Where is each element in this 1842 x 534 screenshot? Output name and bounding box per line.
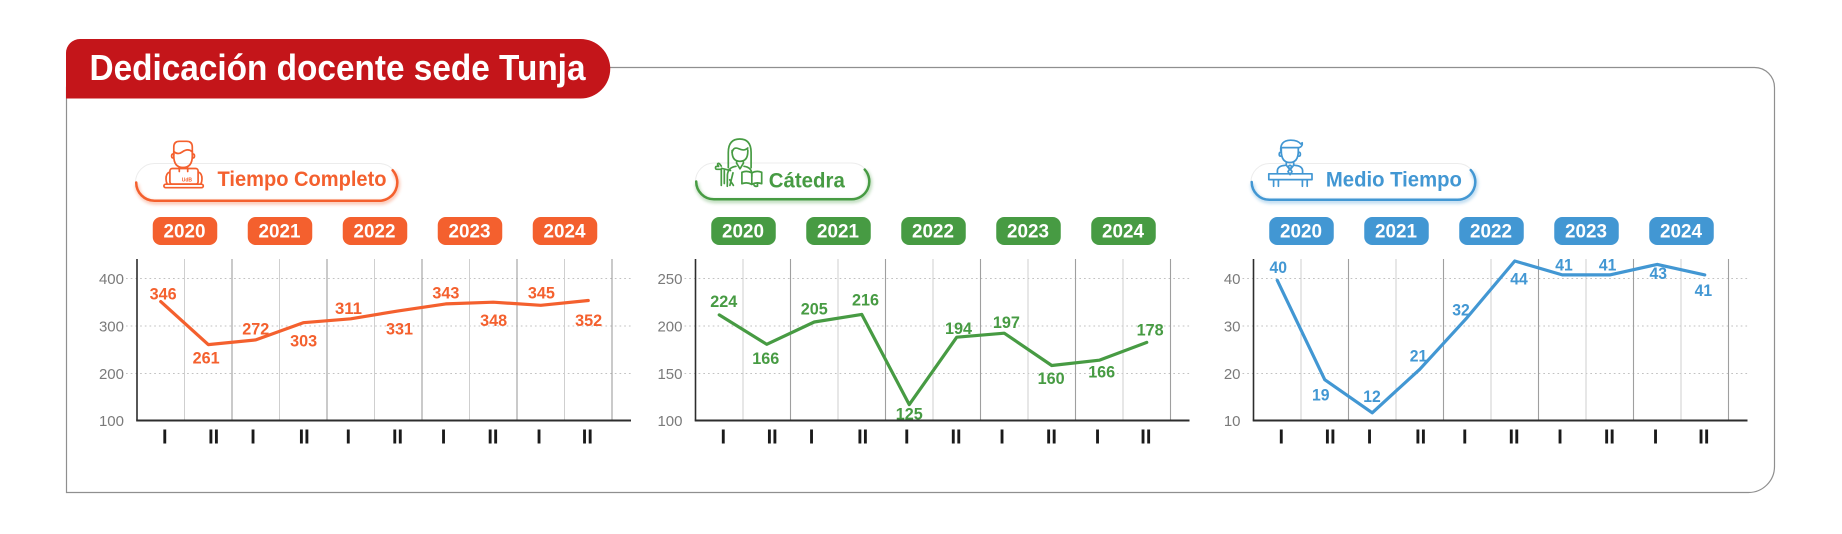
svg-text:2024: 2024 [544,221,586,243]
svg-text:II: II [1140,427,1151,449]
svg-text:150: 150 [657,366,682,383]
svg-text:41: 41 [1555,256,1573,274]
svg-text:348: 348 [480,312,507,330]
svg-text:345: 345 [528,285,555,303]
svg-text:250: 250 [657,271,682,288]
svg-text:II: II [1698,427,1709,449]
svg-text:2022: 2022 [912,221,954,243]
svg-text:2023: 2023 [449,221,491,243]
svg-text:I: I [345,427,351,449]
svg-text:178: 178 [1137,322,1164,340]
svg-text:32: 32 [1452,301,1470,319]
svg-text:II: II [1325,427,1336,449]
svg-text:Cátedra: Cátedra [769,169,845,192]
svg-text:I: I [904,427,910,449]
svg-text:2022: 2022 [354,221,396,243]
svg-text:216: 216 [852,292,879,310]
svg-text:331: 331 [386,321,413,339]
svg-text:II: II [767,427,778,449]
svg-text:I: I [1557,427,1563,449]
svg-text:41: 41 [1695,282,1713,300]
svg-text:205: 205 [801,300,828,318]
svg-text:100: 100 [99,413,124,430]
svg-text:I: I [1653,427,1659,449]
svg-text:12: 12 [1363,388,1381,406]
svg-text:303: 303 [290,333,317,351]
svg-text:352: 352 [575,312,602,330]
svg-text:200: 200 [657,318,682,335]
svg-text:272: 272 [242,321,269,339]
svg-text:10: 10 [1224,413,1241,430]
svg-text:I: I [536,427,542,449]
svg-text:400: 400 [99,271,124,288]
svg-text:300: 300 [99,318,124,335]
svg-text:2020: 2020 [1280,221,1322,243]
svg-text:II: II [1415,427,1426,449]
svg-text:166: 166 [1088,364,1115,382]
svg-text:2020: 2020 [722,221,764,243]
svg-text:I: I [809,427,815,449]
svg-text:2021: 2021 [1375,221,1417,243]
svg-text:Dedicación docente sede Tunja: Dedicación docente sede Tunja [90,47,587,88]
svg-text:II: II [299,427,310,449]
svg-text:41: 41 [1599,256,1617,274]
svg-text:261: 261 [193,350,220,368]
svg-text:II: II [1604,427,1615,449]
svg-text:II: II [1046,427,1057,449]
svg-text:343: 343 [432,285,459,303]
svg-text:II: II [208,427,219,449]
svg-text:194: 194 [945,320,972,338]
svg-text:40: 40 [1270,259,1288,277]
svg-text:197: 197 [993,314,1020,332]
svg-text:40: 40 [1224,271,1241,288]
svg-text:224: 224 [710,293,737,311]
svg-text:I: I [720,427,726,449]
svg-text:I: I [250,427,256,449]
svg-text:II: II [582,427,593,449]
svg-text:Medio Tiempo: Medio Tiempo [1326,168,1462,191]
svg-text:160: 160 [1038,370,1065,388]
svg-text:20: 20 [1224,366,1241,383]
svg-text:II: II [1508,427,1519,449]
svg-text:Tiempo Completo: Tiempo Completo [218,168,387,191]
svg-text:2024: 2024 [1660,221,1702,243]
svg-text:I: I [1462,427,1468,449]
svg-text:2023: 2023 [1565,221,1607,243]
svg-text:II: II [487,427,498,449]
svg-text:200: 200 [99,366,124,383]
svg-text:I: I [441,427,447,449]
svg-text:I: I [162,427,168,449]
svg-text:2020: 2020 [164,221,206,243]
svg-text:44: 44 [1510,271,1528,289]
svg-text:I: I [999,427,1005,449]
svg-text:311: 311 [335,300,362,318]
svg-text:UdB: UdB [182,178,193,184]
svg-text:II: II [857,427,868,449]
svg-text:2021: 2021 [817,221,859,243]
svg-text:II: II [392,427,403,449]
svg-text:I: I [1278,427,1284,449]
svg-text:I: I [1095,427,1101,449]
svg-text:2024: 2024 [1102,221,1144,243]
svg-text:2022: 2022 [1470,221,1512,243]
svg-text:166: 166 [752,350,779,368]
svg-text:2021: 2021 [259,221,301,243]
svg-text:30: 30 [1224,318,1241,335]
svg-text:346: 346 [150,286,177,304]
svg-text:19: 19 [1312,386,1330,404]
svg-text:100: 100 [657,413,682,430]
svg-text:43: 43 [1650,265,1668,283]
svg-text:2023: 2023 [1007,221,1049,243]
svg-text:21: 21 [1410,348,1428,366]
svg-text:II: II [950,427,961,449]
svg-text:I: I [1367,427,1373,449]
svg-text:125: 125 [896,406,923,424]
